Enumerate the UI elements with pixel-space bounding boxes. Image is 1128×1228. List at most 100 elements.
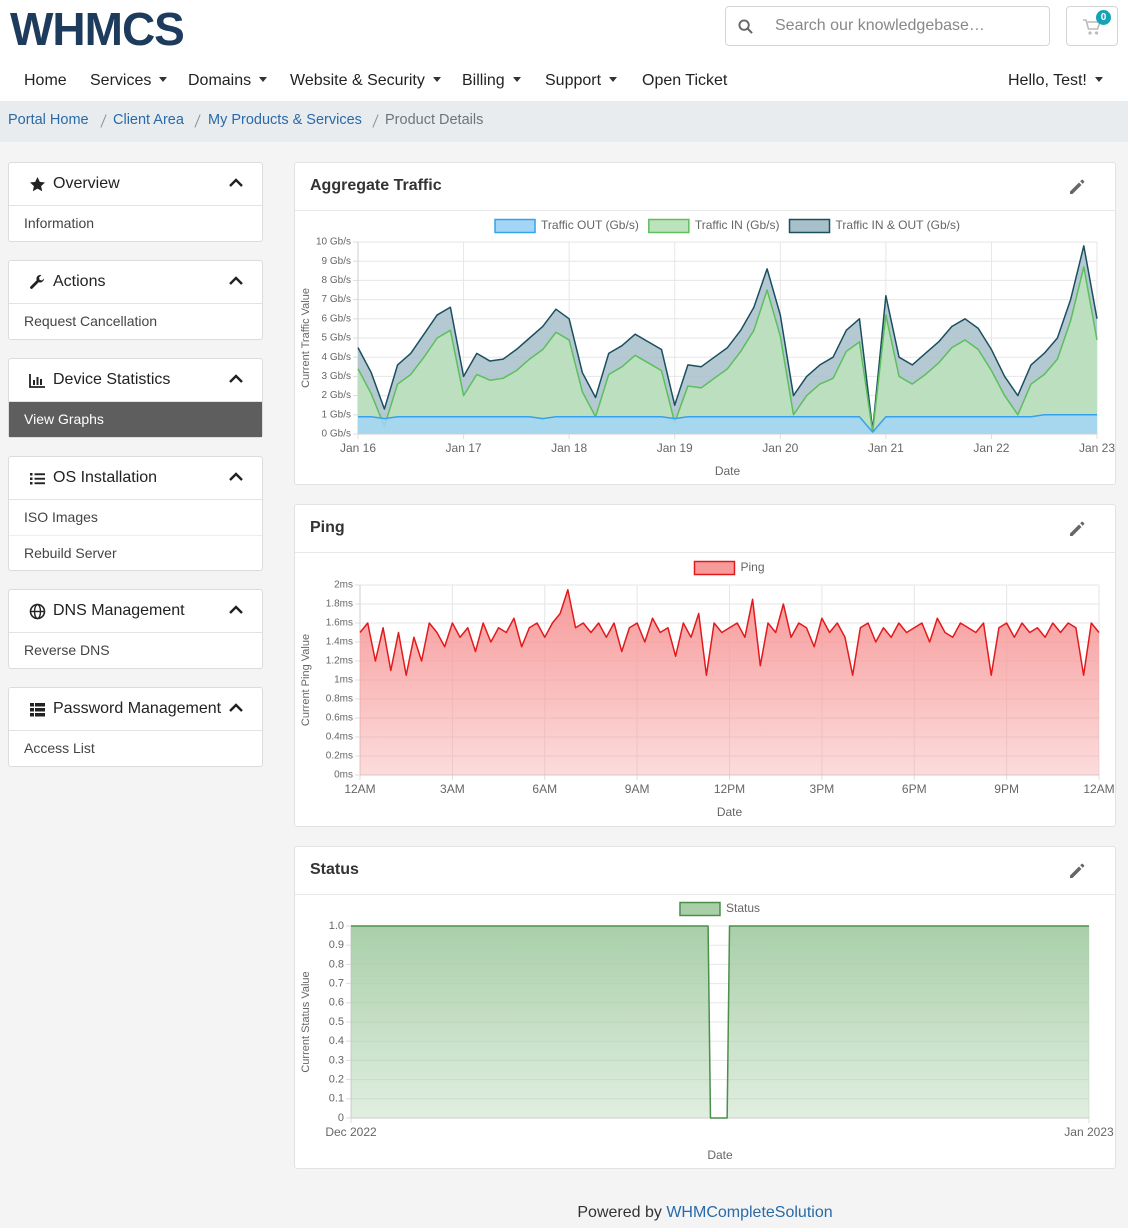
legend: Ping bbox=[694, 560, 764, 574]
breadcrumb-link[interactable]: My Products & Services bbox=[208, 112, 362, 128]
x-tick-label: Jan 22 bbox=[973, 441, 1009, 455]
legend-swatch bbox=[649, 220, 689, 233]
breadcrumb-link[interactable]: Client Area bbox=[113, 112, 184, 128]
panel-header[interactable]: Password Management bbox=[9, 688, 262, 731]
y-tick-label: 0ms bbox=[334, 770, 353, 781]
x-tick-label: 9AM bbox=[625, 782, 650, 796]
nav-item[interactable]: Support bbox=[545, 72, 617, 90]
x-tick-label: 12AM bbox=[344, 782, 375, 796]
y-axis-title: Current Status Value bbox=[300, 971, 312, 1072]
y-tick-label: 9 Gb/s bbox=[322, 256, 351, 267]
x-axis-title: Date bbox=[717, 805, 743, 819]
collapse-icon[interactable] bbox=[228, 373, 244, 385]
sidebar-link[interactable]: View Graphs bbox=[9, 402, 262, 437]
legend-label: Traffic IN (Gb/s) bbox=[695, 218, 780, 232]
sidebar-link[interactable]: Rebuild Server bbox=[9, 535, 262, 570]
x-tick-label: 6AM bbox=[532, 782, 557, 796]
y-tick-label: 2ms bbox=[334, 580, 353, 591]
legend: Status bbox=[680, 901, 760, 915]
nav-item[interactable]: Billing bbox=[462, 72, 521, 90]
x-tick-label: Jan 19 bbox=[657, 441, 693, 455]
x-tick-label: Jan 23 bbox=[1079, 441, 1115, 455]
x-tick-label: Jan 17 bbox=[446, 441, 482, 455]
y-tick-label: 1.2ms bbox=[326, 656, 353, 667]
breadcrumb-link[interactable]: Portal Home bbox=[8, 112, 89, 128]
panel-header[interactable]: Device Statistics bbox=[9, 359, 262, 402]
breadcrumb-separator bbox=[194, 114, 200, 127]
y-tick-label: 0.8ms bbox=[326, 694, 353, 705]
y-tick-label: 1ms bbox=[334, 675, 353, 686]
card-title: Aggregate Traffic bbox=[310, 177, 442, 195]
nav-item[interactable]: Website & Security bbox=[290, 72, 441, 90]
y-tick-label: 4 Gb/s bbox=[322, 352, 351, 363]
chart-card: Status 00.10.20.30.40.50.60.70.80.91.0De… bbox=[294, 846, 1116, 1169]
x-tick-label: 6PM bbox=[902, 782, 927, 796]
card-title: Status bbox=[310, 861, 359, 879]
y-tick-label: 0 bbox=[338, 1112, 344, 1124]
panel-icon bbox=[29, 603, 46, 620]
y-tick-label: 0.7 bbox=[329, 978, 344, 990]
status-chart: 00.10.20.30.40.50.60.70.80.91.0Dec 2022J… bbox=[295, 894, 1115, 1168]
y-tick-label: 1.8ms bbox=[326, 599, 353, 610]
x-tick-label: 3AM bbox=[440, 782, 465, 796]
y-axis-title: Current Ping Value bbox=[300, 634, 312, 726]
x-axis-title: Date bbox=[707, 1148, 733, 1162]
sidebar-link[interactable]: Reverse DNS bbox=[9, 633, 262, 668]
panel-header[interactable]: Actions bbox=[9, 261, 262, 304]
card-header: Aggregate Traffic bbox=[295, 163, 1115, 211]
edit-button[interactable] bbox=[1067, 177, 1087, 197]
panel-header[interactable]: DNS Management bbox=[9, 590, 262, 633]
edit-button[interactable] bbox=[1067, 519, 1087, 539]
legend-swatch bbox=[790, 220, 830, 233]
area-fill bbox=[358, 415, 1097, 434]
legend-label: Traffic IN & OUT (Gb/s) bbox=[836, 218, 960, 232]
edit-button[interactable] bbox=[1067, 861, 1087, 881]
x-axis-title: Date bbox=[715, 464, 741, 478]
breadcrumb: Portal Home Client Area My Products & Se… bbox=[0, 101, 1128, 142]
y-tick-label: 7 Gb/s bbox=[322, 294, 351, 305]
panel-title: DNS Management bbox=[53, 602, 185, 620]
legend-swatch bbox=[694, 562, 734, 575]
panel-title: OS Installation bbox=[53, 469, 157, 487]
x-tick-label: 3PM bbox=[810, 782, 835, 796]
sidebar-link[interactable]: ISO Images bbox=[9, 500, 262, 535]
logo[interactable]: WHMCS bbox=[10, 2, 184, 56]
sidebar-link[interactable]: Request Cancellation bbox=[9, 304, 262, 339]
panel-icon bbox=[29, 372, 46, 389]
legend: Traffic OUT (Gb/s)Traffic IN (Gb/s)Traff… bbox=[495, 218, 960, 232]
y-tick-label: 0.9 bbox=[329, 939, 344, 951]
nav-item[interactable]: Services bbox=[90, 72, 167, 90]
legend-swatch bbox=[495, 220, 535, 233]
sidebar-link[interactable]: Access List bbox=[9, 731, 262, 766]
collapse-icon[interactable] bbox=[228, 471, 244, 483]
y-tick-label: 1.0 bbox=[329, 920, 344, 932]
footer-link[interactable]: WHMCompleteSolution bbox=[666, 1204, 832, 1221]
collapse-icon[interactable] bbox=[228, 702, 244, 714]
x-tick-label: Dec 2022 bbox=[325, 1125, 377, 1139]
user-menu[interactable]: Hello, Test! bbox=[1008, 72, 1103, 90]
panel-icon bbox=[29, 470, 46, 487]
panel-header[interactable]: Overview bbox=[9, 163, 262, 206]
panel-header[interactable]: OS Installation bbox=[9, 457, 262, 500]
legend-swatch bbox=[680, 903, 720, 916]
search-box[interactable]: Search our knowledgebase… bbox=[725, 6, 1050, 46]
y-tick-label: 5 Gb/s bbox=[322, 333, 351, 344]
collapse-icon[interactable] bbox=[228, 275, 244, 287]
x-tick-label: 9PM bbox=[994, 782, 1019, 796]
y-tick-label: 6 Gb/s bbox=[322, 313, 351, 324]
cart-button[interactable]: 0 bbox=[1066, 6, 1118, 46]
nav-item[interactable]: Home bbox=[24, 72, 67, 90]
collapse-icon[interactable] bbox=[228, 604, 244, 616]
y-tick-label: 2 Gb/s bbox=[322, 390, 351, 401]
y-tick-label: 8 Gb/s bbox=[322, 275, 351, 286]
nav-item[interactable]: Domains bbox=[188, 72, 267, 90]
search-placeholder: Search our knowledgebase… bbox=[775, 17, 985, 35]
sidebar-panel: DNS Management Reverse DNS bbox=[8, 589, 263, 669]
sidebar-panel: OS Installation ISO ImagesRebuild Server bbox=[8, 456, 263, 571]
header: WHMCS Search our knowledgebase… 0 Home S… bbox=[0, 0, 1128, 101]
sidebar-link[interactable]: Information bbox=[9, 206, 262, 241]
footer: Powered by WHMCompleteSolution bbox=[294, 1204, 1116, 1222]
nav-item[interactable]: Open Ticket bbox=[642, 72, 727, 90]
collapse-icon[interactable] bbox=[228, 177, 244, 189]
y-tick-label: 0.5 bbox=[329, 1016, 344, 1028]
